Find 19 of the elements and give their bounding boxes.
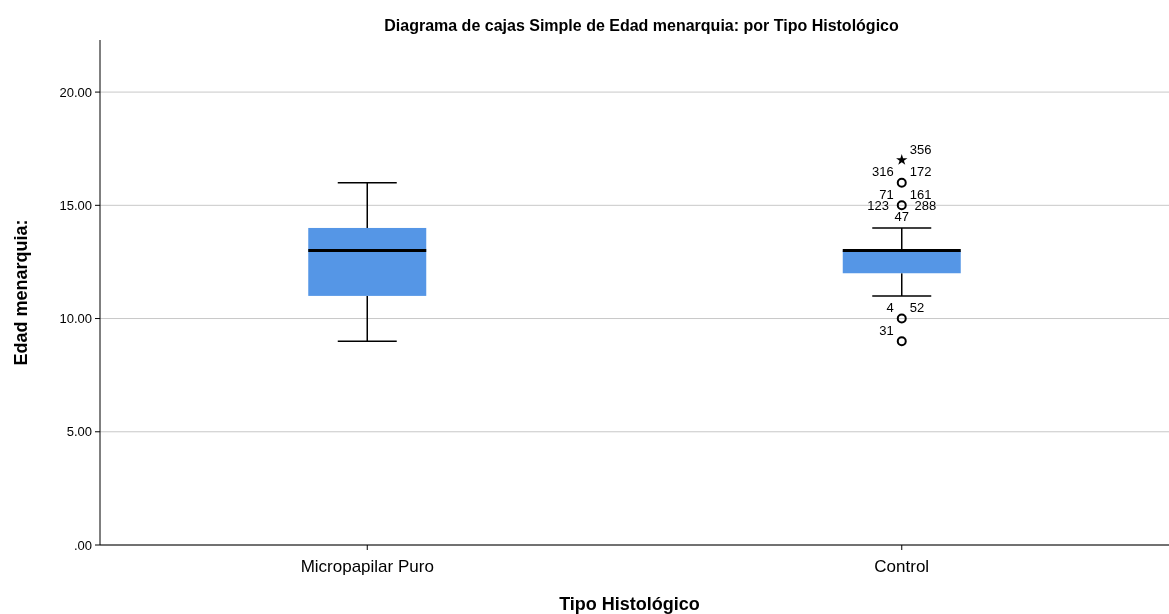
annotation: 47 <box>894 208 909 224</box>
annotation: 71 <box>879 186 894 202</box>
x-tick-label: Control <box>874 557 930 576</box>
annotation: 52 <box>909 300 925 316</box>
y-tick-label: 10.00 <box>59 311 92 327</box>
y-axis-title: Edad menarquia: <box>11 219 31 366</box>
annotation: 172 <box>909 164 932 180</box>
annotation: 4 <box>886 300 894 316</box>
x-axis-title: Tipo Histológico <box>559 594 700 614</box>
annotation: 316 <box>872 164 894 180</box>
y-tick-label: 20.00 <box>59 84 92 100</box>
y-tick-label: 5.00 <box>66 424 92 440</box>
annotation: 161 <box>909 186 932 202</box>
annotation: 356 <box>909 141 932 157</box>
y-tick-label: 15.00 <box>59 197 92 213</box>
y-tick-label: .00 <box>73 537 92 553</box>
annotation: 31 <box>879 322 894 338</box>
x-tick-label: Micropapilar Puro <box>300 557 434 576</box>
chart-title: Diagrama de cajas Simple de Edad menarquia: por Tipo Histológico <box>384 17 899 34</box>
